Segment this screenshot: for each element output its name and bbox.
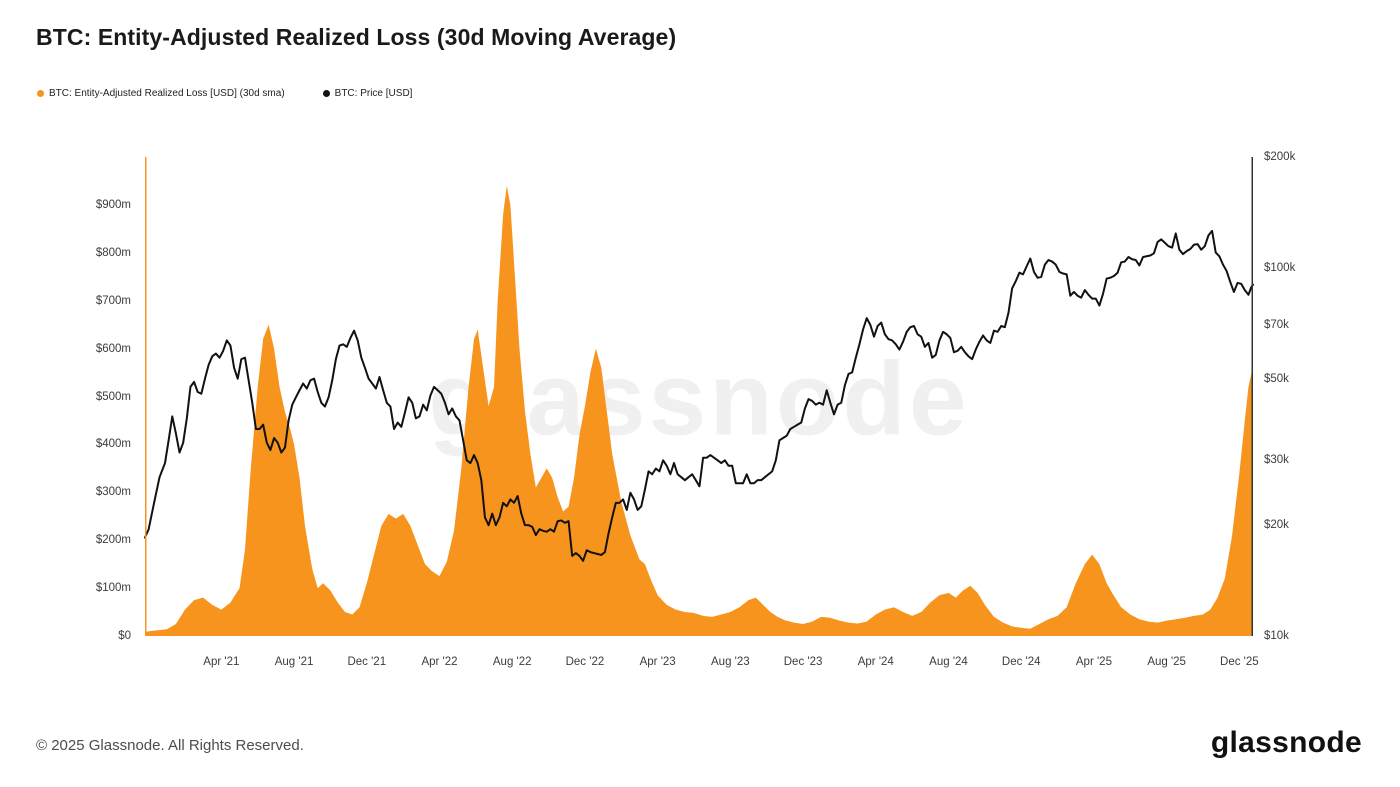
right-axis-tick: $50k xyxy=(1264,372,1289,385)
x-axis-tick: Dec '22 xyxy=(565,656,605,668)
legend: BTC: Entity-Adjusted Realized Loss [USD]… xyxy=(37,88,412,99)
left-axis-tick: $200m xyxy=(95,534,131,547)
left-axis-tick: $400m xyxy=(95,438,131,451)
x-axis-tick: Aug '24 xyxy=(929,656,968,668)
x-axis-tick: Aug '21 xyxy=(274,656,314,668)
left-axis-tick: $0 xyxy=(118,630,131,642)
legend-label-price: BTC: Price [USD] xyxy=(334,88,413,99)
x-axis-tick: Aug '22 xyxy=(492,656,532,668)
right-axis-tick: $200k xyxy=(1264,151,1296,163)
chart-title: BTC: Entity-Adjusted Realized Loss (30d … xyxy=(36,24,677,50)
x-axis-tick: Dec '21 xyxy=(347,656,387,668)
left-axis-tick: $300m xyxy=(95,486,131,499)
x-axis-tick: Dec '23 xyxy=(783,656,823,668)
plot-svg: glassnode xyxy=(144,157,1254,637)
realized-loss-area-series xyxy=(145,185,1253,637)
x-axis-tick: Aug '23 xyxy=(711,656,750,668)
btc-price-line-series xyxy=(144,229,1254,562)
left-axis-tick: $100m xyxy=(95,582,131,595)
x-axis-tick: Aug '25 xyxy=(1147,656,1186,668)
right-axis-tick: $30k xyxy=(1264,454,1289,467)
legend-item-realized-loss[interactable]: BTC: Entity-Adjusted Realized Loss [USD]… xyxy=(37,88,285,99)
glassnode-logo: glassnode xyxy=(1210,726,1362,759)
x-axis-tick: Apr '23 xyxy=(639,656,676,668)
x-axis-tick: Apr '21 xyxy=(203,656,240,668)
left-axis-tick: $700m xyxy=(95,294,131,307)
plot-area[interactable]: glassnode xyxy=(144,157,1254,637)
x-axis-tick: Apr '25 xyxy=(1075,656,1112,668)
left-axis-tick: $900m xyxy=(95,198,131,211)
legend-item-price[interactable]: BTC: Price [USD] xyxy=(322,88,413,99)
x-axis-tick: Dec '25 xyxy=(1220,656,1259,668)
left-axis-tick: $500m xyxy=(95,390,131,403)
right-axis-tick: $20k xyxy=(1264,519,1289,532)
right-axis-tick: $10k xyxy=(1264,630,1289,642)
legend-dot-icon xyxy=(322,90,330,97)
legend-label-realized-loss: BTC: Entity-Adjusted Realized Loss [USD]… xyxy=(49,88,285,99)
left-axis-tick: $800m xyxy=(95,246,131,259)
copyright-text: © 2025 Glassnode. All Rights Reserved. xyxy=(36,737,304,754)
left-axis-tick: $600m xyxy=(95,342,131,355)
right-axis-tick: $70k xyxy=(1264,318,1289,331)
legend-dot-icon xyxy=(37,90,44,97)
right-axis-tick: $100k xyxy=(1264,261,1296,274)
x-axis-tick: Dec '24 xyxy=(1001,656,1041,668)
x-axis-tick: Apr '24 xyxy=(857,656,894,668)
x-axis-tick: Apr '22 xyxy=(421,656,458,668)
